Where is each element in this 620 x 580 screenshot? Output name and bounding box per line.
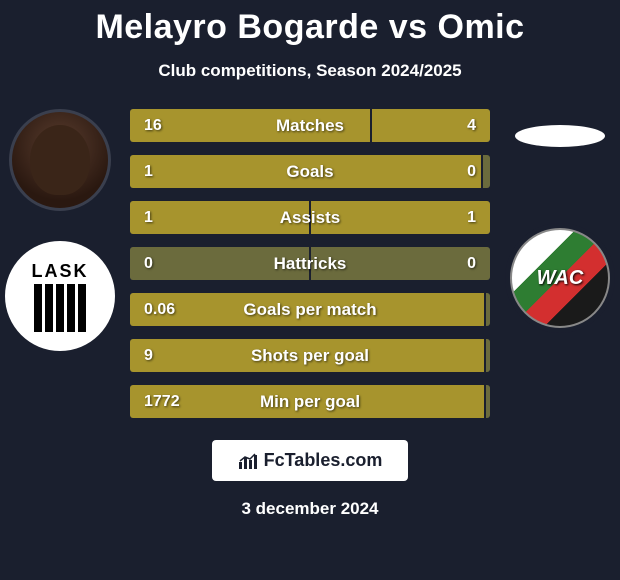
club-right-logo: WAC [505,223,615,333]
comparison-area: LASK 16Matches4 1Goals0 1Assists1 0Hattrick… [0,109,620,418]
bar-left [130,339,484,372]
bar-left [130,155,481,188]
footer: FcTables.com 3 december 2024 [212,440,409,519]
page-title: Melayro Bogarde vs Omic [95,8,524,47]
club-left-name: LASK [32,261,89,282]
stat-row: 1Assists1 [130,201,490,234]
bar-right [372,109,490,142]
player-left-avatar [9,109,111,211]
bar-left [130,247,309,280]
bar-left [130,385,484,418]
subtitle: Club competitions, Season 2024/2025 [158,61,461,81]
player-silhouette-icon [30,125,90,195]
club-left-logo: LASK [5,241,115,351]
right-column: WAC [500,109,620,333]
stat-row: 1772Min per goal [130,385,490,418]
bar-left [130,293,484,326]
bar-right [486,339,490,372]
stat-row: 0.06Goals per match [130,293,490,326]
brand-badge: FcTables.com [212,440,409,481]
lask-stripes-icon [34,284,86,332]
bar-right [483,155,490,188]
bar-right [486,385,490,418]
brand-text: FcTables.com [264,450,383,471]
bar-left [130,109,370,142]
bar-left [130,201,309,234]
bar-right [311,247,490,280]
player-right-avatar [515,125,605,147]
stats-bars: 16Matches4 1Goals0 1Assists1 0Hattricks0 0.0… [120,109,500,418]
chart-icon [238,452,258,470]
stat-row: 16Matches4 [130,109,490,142]
footer-date: 3 december 2024 [241,499,378,519]
left-column: LASK [0,109,120,351]
stat-row: 0Hattricks0 [130,247,490,280]
stat-row: 9Shots per goal [130,339,490,372]
bar-right [311,201,490,234]
stat-row: 1Goals0 [130,155,490,188]
bar-right [486,293,490,326]
club-right-name: WAC [537,267,584,290]
